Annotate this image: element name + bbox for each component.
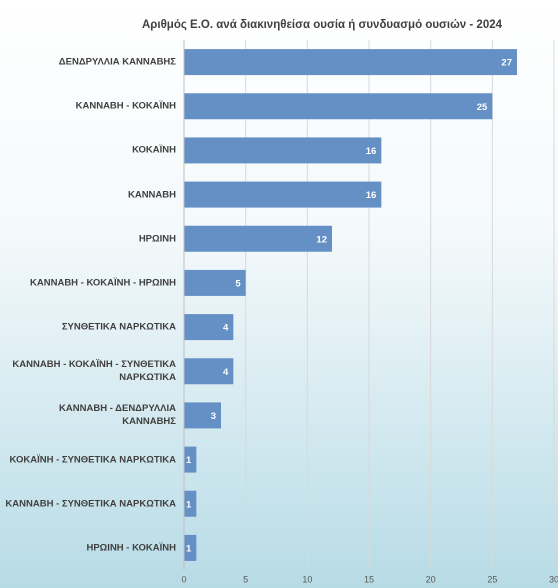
bar <box>184 534 197 561</box>
y-tick-label: ΚΑΝΝΑΒΗ - ΚΟΚΑΪΝΗ - ΗΡΩΙΝΗ <box>30 277 176 289</box>
bar <box>184 93 493 120</box>
bar <box>184 314 234 341</box>
value-label: 1 <box>186 543 192 554</box>
bar <box>184 446 197 473</box>
value-label: 27 <box>501 58 512 69</box>
bar <box>184 137 382 164</box>
y-tick-label: ΚΑΝΝΑΒΗ - ΣΥΝΘΕΤΙΚΑ ΝΑΡΚΩΤΙΚΑ <box>5 498 176 510</box>
bar <box>184 269 246 296</box>
value-label: 5 <box>235 278 241 289</box>
bar <box>184 490 197 517</box>
bar <box>184 49 517 76</box>
value-label: 25 <box>477 102 488 113</box>
y-tick-label: ΚΟΚΑΪΝΗ <box>132 144 176 156</box>
value-label: 4 <box>223 367 229 378</box>
bar <box>184 181 382 208</box>
value-label: 1 <box>186 499 192 510</box>
y-tick-label: ΗΡΩΙΝΗ <box>138 233 176 245</box>
y-tick-label: ΚΑΝΝΑΒΗ - ΔΕΝΔΡΥΛΛΙΑ ΚΑΝΝΑΒΗΣ <box>59 403 176 428</box>
y-tick-label: ΣΥΝΘΕΤΙΚΑ ΝΑΡΚΩΤΙΚΑ <box>61 321 176 333</box>
x-tick-label: 10 <box>302 574 312 584</box>
bar <box>184 358 234 385</box>
x-tick-label: 20 <box>426 574 436 584</box>
y-tick-label: ΚΑΝΝΑΒΗ - ΚΟΚΑΪΝΗ <box>75 100 176 112</box>
value-label: 16 <box>366 146 377 157</box>
value-label: 3 <box>211 411 216 422</box>
value-label: 16 <box>366 190 377 201</box>
value-label: 4 <box>223 323 229 334</box>
x-tick-label: 15 <box>364 574 374 584</box>
value-label: 1 <box>186 455 192 466</box>
y-tick-label: ΗΡΩΙΝΗ - ΚΟΚΑΪΝΗ <box>86 542 176 554</box>
chart-title: Αριθμός Ε.Ο. ανά διακινηθείσα ουσία ή συ… <box>142 19 503 31</box>
x-tick-label: 25 <box>487 574 497 584</box>
y-tick-label: ΚΑΝΝΑΒΗ <box>127 189 176 201</box>
x-tick-label: 5 <box>243 574 248 584</box>
x-tick-label: 30 <box>549 574 558 584</box>
bar <box>184 402 221 429</box>
y-tick-label: ΚΑΝΝΑΒΗ - ΚΟΚΑΪΝΗ - ΣΥΝΘΕΤΙΚΑ ΝΑΡΚΩΤΙΚΑ <box>12 359 176 384</box>
y-tick-label: ΚΟΚΑΪΝΗ - ΣΥΝΘΕΤΙΚΑ ΝΑΡΚΩΤΙΚΑ <box>9 454 176 466</box>
bar <box>184 225 332 252</box>
x-tick-label: 0 <box>181 574 186 584</box>
y-tick-label: ΔΕΝΔΡΥΛΛΙΑ ΚΑΝΝΑΒΗΣ <box>58 56 176 68</box>
value-label: 12 <box>316 234 327 245</box>
